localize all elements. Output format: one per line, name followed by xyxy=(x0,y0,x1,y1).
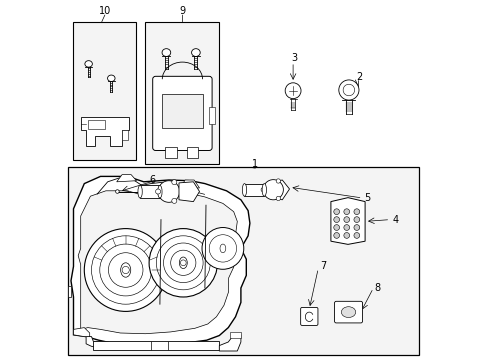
Circle shape xyxy=(353,233,359,238)
Circle shape xyxy=(343,209,349,215)
Polygon shape xyxy=(219,335,241,351)
Circle shape xyxy=(263,180,283,200)
Ellipse shape xyxy=(242,184,246,196)
Text: 5: 5 xyxy=(363,193,369,203)
Polygon shape xyxy=(81,117,129,146)
Circle shape xyxy=(353,217,359,222)
Circle shape xyxy=(333,233,339,238)
Ellipse shape xyxy=(262,184,266,196)
Circle shape xyxy=(155,189,160,194)
Circle shape xyxy=(343,217,349,222)
Polygon shape xyxy=(179,180,199,189)
Circle shape xyxy=(338,80,358,100)
Circle shape xyxy=(333,225,339,230)
Bar xyxy=(88,121,105,129)
Text: 4: 4 xyxy=(392,215,398,225)
Circle shape xyxy=(180,260,186,266)
Polygon shape xyxy=(71,176,249,346)
Circle shape xyxy=(261,188,265,192)
Polygon shape xyxy=(68,286,71,297)
Ellipse shape xyxy=(158,185,162,198)
Text: 1: 1 xyxy=(252,159,258,169)
Ellipse shape xyxy=(179,257,187,269)
Polygon shape xyxy=(330,198,365,244)
Text: 6: 6 xyxy=(149,175,156,185)
Ellipse shape xyxy=(341,307,355,318)
Bar xyxy=(93,341,219,350)
FancyBboxPatch shape xyxy=(334,301,362,323)
Bar xyxy=(145,22,219,164)
FancyBboxPatch shape xyxy=(300,307,317,325)
Circle shape xyxy=(343,233,349,238)
Bar xyxy=(73,22,136,160)
Ellipse shape xyxy=(220,244,225,253)
Circle shape xyxy=(171,180,177,185)
Ellipse shape xyxy=(121,263,130,277)
Circle shape xyxy=(115,190,119,193)
Polygon shape xyxy=(179,182,199,202)
Text: 7: 7 xyxy=(320,261,326,271)
Text: 10: 10 xyxy=(99,6,111,16)
Circle shape xyxy=(333,209,339,215)
Circle shape xyxy=(158,181,179,202)
Bar xyxy=(151,341,168,350)
Circle shape xyxy=(276,179,280,183)
Polygon shape xyxy=(265,180,289,200)
Circle shape xyxy=(343,225,349,230)
Circle shape xyxy=(122,266,129,274)
Bar xyxy=(230,332,241,338)
Ellipse shape xyxy=(191,49,200,57)
Text: 8: 8 xyxy=(374,283,380,293)
Ellipse shape xyxy=(162,49,170,57)
Circle shape xyxy=(333,217,339,222)
Circle shape xyxy=(353,225,359,230)
Bar xyxy=(244,184,264,196)
Polygon shape xyxy=(78,191,237,334)
Bar xyxy=(140,185,160,198)
Bar xyxy=(68,167,418,355)
Circle shape xyxy=(171,198,177,203)
Ellipse shape xyxy=(138,185,142,198)
Bar xyxy=(209,107,214,123)
Polygon shape xyxy=(73,328,89,337)
Circle shape xyxy=(84,229,167,311)
Ellipse shape xyxy=(85,60,92,67)
Circle shape xyxy=(353,209,359,215)
Bar xyxy=(122,130,127,140)
Bar xyxy=(186,147,198,158)
Ellipse shape xyxy=(107,75,115,82)
Circle shape xyxy=(149,229,217,297)
Circle shape xyxy=(276,196,280,201)
FancyBboxPatch shape xyxy=(152,76,212,150)
Circle shape xyxy=(202,228,244,269)
Bar xyxy=(165,147,177,158)
Text: 2: 2 xyxy=(356,72,362,82)
Polygon shape xyxy=(86,337,134,348)
Circle shape xyxy=(343,84,354,96)
Bar xyxy=(162,94,203,129)
Circle shape xyxy=(285,83,301,99)
Polygon shape xyxy=(117,175,136,182)
Text: 3: 3 xyxy=(290,53,297,63)
Text: 9: 9 xyxy=(179,6,185,16)
